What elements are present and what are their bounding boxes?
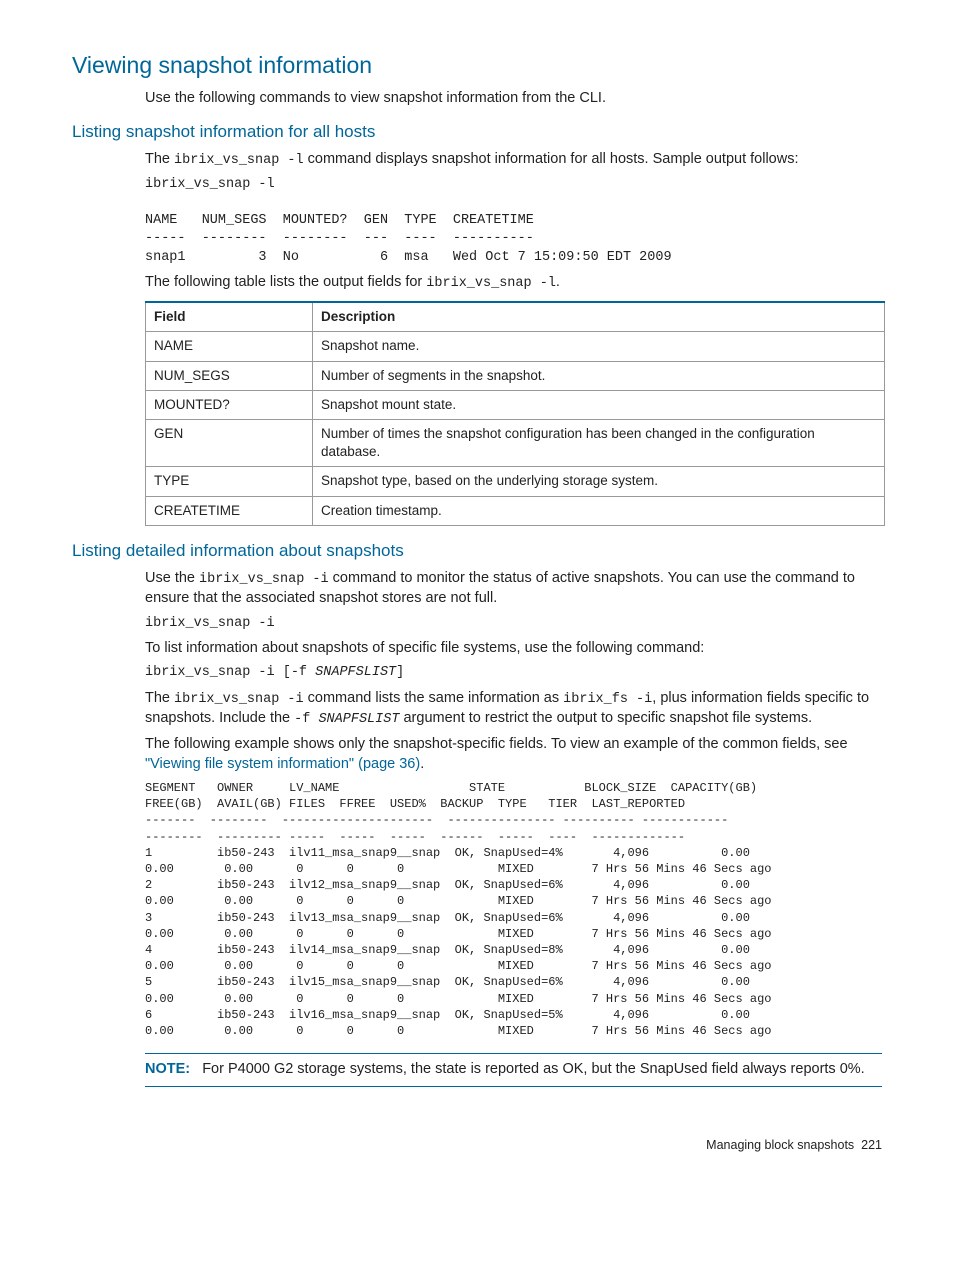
paragraph: The ibrix_vs_snap -i command lists the s… — [145, 689, 882, 729]
code-block-large: SEGMENT OWNER LV_NAME STATE BLOCK_SIZE C… — [145, 780, 882, 1039]
desc-cell: Snapshot type, based on the underlying s… — [313, 467, 885, 496]
inline-command: ibrix_vs_snap -l — [174, 153, 304, 168]
inline-command: ibrix_vs_snap -l — [426, 276, 556, 291]
inline-command: ibrix_vs_snap -i — [199, 572, 329, 587]
paragraph: To list information about snapshots of s… — [145, 639, 882, 659]
desc-cell: Snapshot mount state. — [313, 390, 885, 419]
footer-title: Managing block snapshots — [706, 1138, 854, 1152]
field-cell: GEN — [146, 419, 313, 466]
text: The — [145, 151, 174, 167]
table-row: MOUNTED?Snapshot mount state. — [146, 390, 885, 419]
text: The — [145, 690, 174, 706]
text: argument to restrict the output to speci… — [399, 710, 812, 726]
field-cell: TYPE — [146, 467, 313, 496]
table-row: TYPESnapshot type, based on the underlyi… — [146, 467, 885, 496]
code-block: ibrix_vs_snap -i — [145, 615, 882, 633]
field-cell: CREATETIME — [146, 496, 313, 525]
table-row: NAMESnapshot name. — [146, 332, 885, 361]
field-cell: NAME — [146, 332, 313, 361]
inline-command: ibrix_vs_snap -i — [174, 692, 304, 707]
inline-command: ibrix_fs -i — [563, 692, 652, 707]
cross-reference-link[interactable]: "Viewing file system information" (page … — [145, 756, 420, 772]
field-cell: MOUNTED? — [146, 390, 313, 419]
subsection-heading-1: Listing snapshot information for all hos… — [72, 121, 882, 144]
table-header-desc: Description — [313, 302, 885, 332]
page-number: 221 — [861, 1138, 882, 1152]
table-row: NUM_SEGSNumber of segments in the snapsh… — [146, 361, 885, 390]
text: command lists the same information as — [304, 690, 564, 706]
desc-cell: Number of times the snapshot configurati… — [313, 419, 885, 466]
note-label: NOTE: — [145, 1061, 190, 1077]
table-header-field: Field — [146, 302, 313, 332]
code-block: ibrix_vs_snap -i [-f SNAPFSLIST] — [145, 664, 882, 682]
text: . — [556, 274, 560, 290]
subsection-heading-2: Listing detailed information about snaps… — [72, 540, 882, 563]
text: Use the — [145, 570, 199, 586]
text: The following table lists the output fie… — [145, 274, 426, 290]
field-cell: NUM_SEGS — [146, 361, 313, 390]
paragraph: The ibrix_vs_snap -l command displays sn… — [145, 150, 882, 170]
placeholder-arg: SNAPFSLIST — [318, 712, 399, 727]
code-block: ibrix_vs_snap -l NAME NUM_SEGS MOUNTED? … — [145, 176, 882, 267]
text: The following example shows only the sna… — [145, 736, 848, 752]
placeholder-arg: SNAPFSLIST — [315, 665, 396, 680]
text: ] — [396, 665, 404, 680]
paragraph: The following example shows only the sna… — [145, 735, 882, 774]
table-row: GENNumber of times the snapshot configur… — [146, 419, 885, 466]
fields-table: Field Description NAMESnapshot name. NUM… — [145, 301, 885, 526]
note-text: For P4000 G2 storage systems, the state … — [202, 1061, 865, 1077]
desc-cell: Snapshot name. — [313, 332, 885, 361]
desc-cell: Creation timestamp. — [313, 496, 885, 525]
note-box: NOTE: For P4000 G2 storage systems, the … — [145, 1053, 882, 1087]
text: command displays snapshot information fo… — [304, 151, 799, 167]
table-row: CREATETIMECreation timestamp. — [146, 496, 885, 525]
text: ibrix_vs_snap -i [-f — [145, 665, 315, 680]
intro-paragraph: Use the following commands to view snaps… — [145, 89, 882, 109]
page-footer: Managing block snapshots 221 — [72, 1137, 882, 1154]
paragraph: The following table lists the output fie… — [145, 273, 882, 293]
paragraph: Use the ibrix_vs_snap -i command to moni… — [145, 569, 882, 609]
section-heading: Viewing snapshot information — [72, 50, 882, 81]
text: . — [420, 756, 424, 772]
desc-cell: Number of segments in the snapshot. — [313, 361, 885, 390]
inline-command: -f — [294, 712, 318, 727]
